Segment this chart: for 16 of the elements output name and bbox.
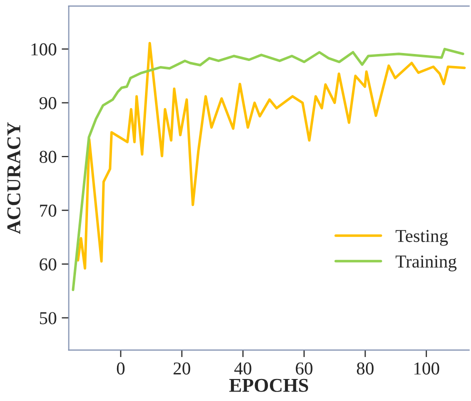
x-tick-label: 40	[234, 362, 252, 375]
legend-label: Training	[396, 255, 457, 272]
y-axis-title: ACCURACY	[7, 122, 20, 234]
x-tick-label: 80	[356, 362, 374, 375]
y-tick-label: 50	[40, 312, 56, 324]
x-axis-title: EPOCHS	[229, 378, 308, 392]
x-tick-label: 20	[174, 362, 190, 375]
x-tick-label: 100	[414, 362, 440, 375]
legend-label: Testing	[396, 230, 448, 246]
x-tick-label: 0	[116, 362, 125, 375]
y-tick-label: 80	[40, 150, 56, 163]
x-tick-label: 60	[296, 362, 312, 375]
y-tick-label: 70	[40, 204, 56, 217]
y-tick-label: 100	[31, 43, 56, 56]
y-tick-label: 90	[39, 97, 56, 110]
y-tick-label: 60	[40, 258, 56, 270]
